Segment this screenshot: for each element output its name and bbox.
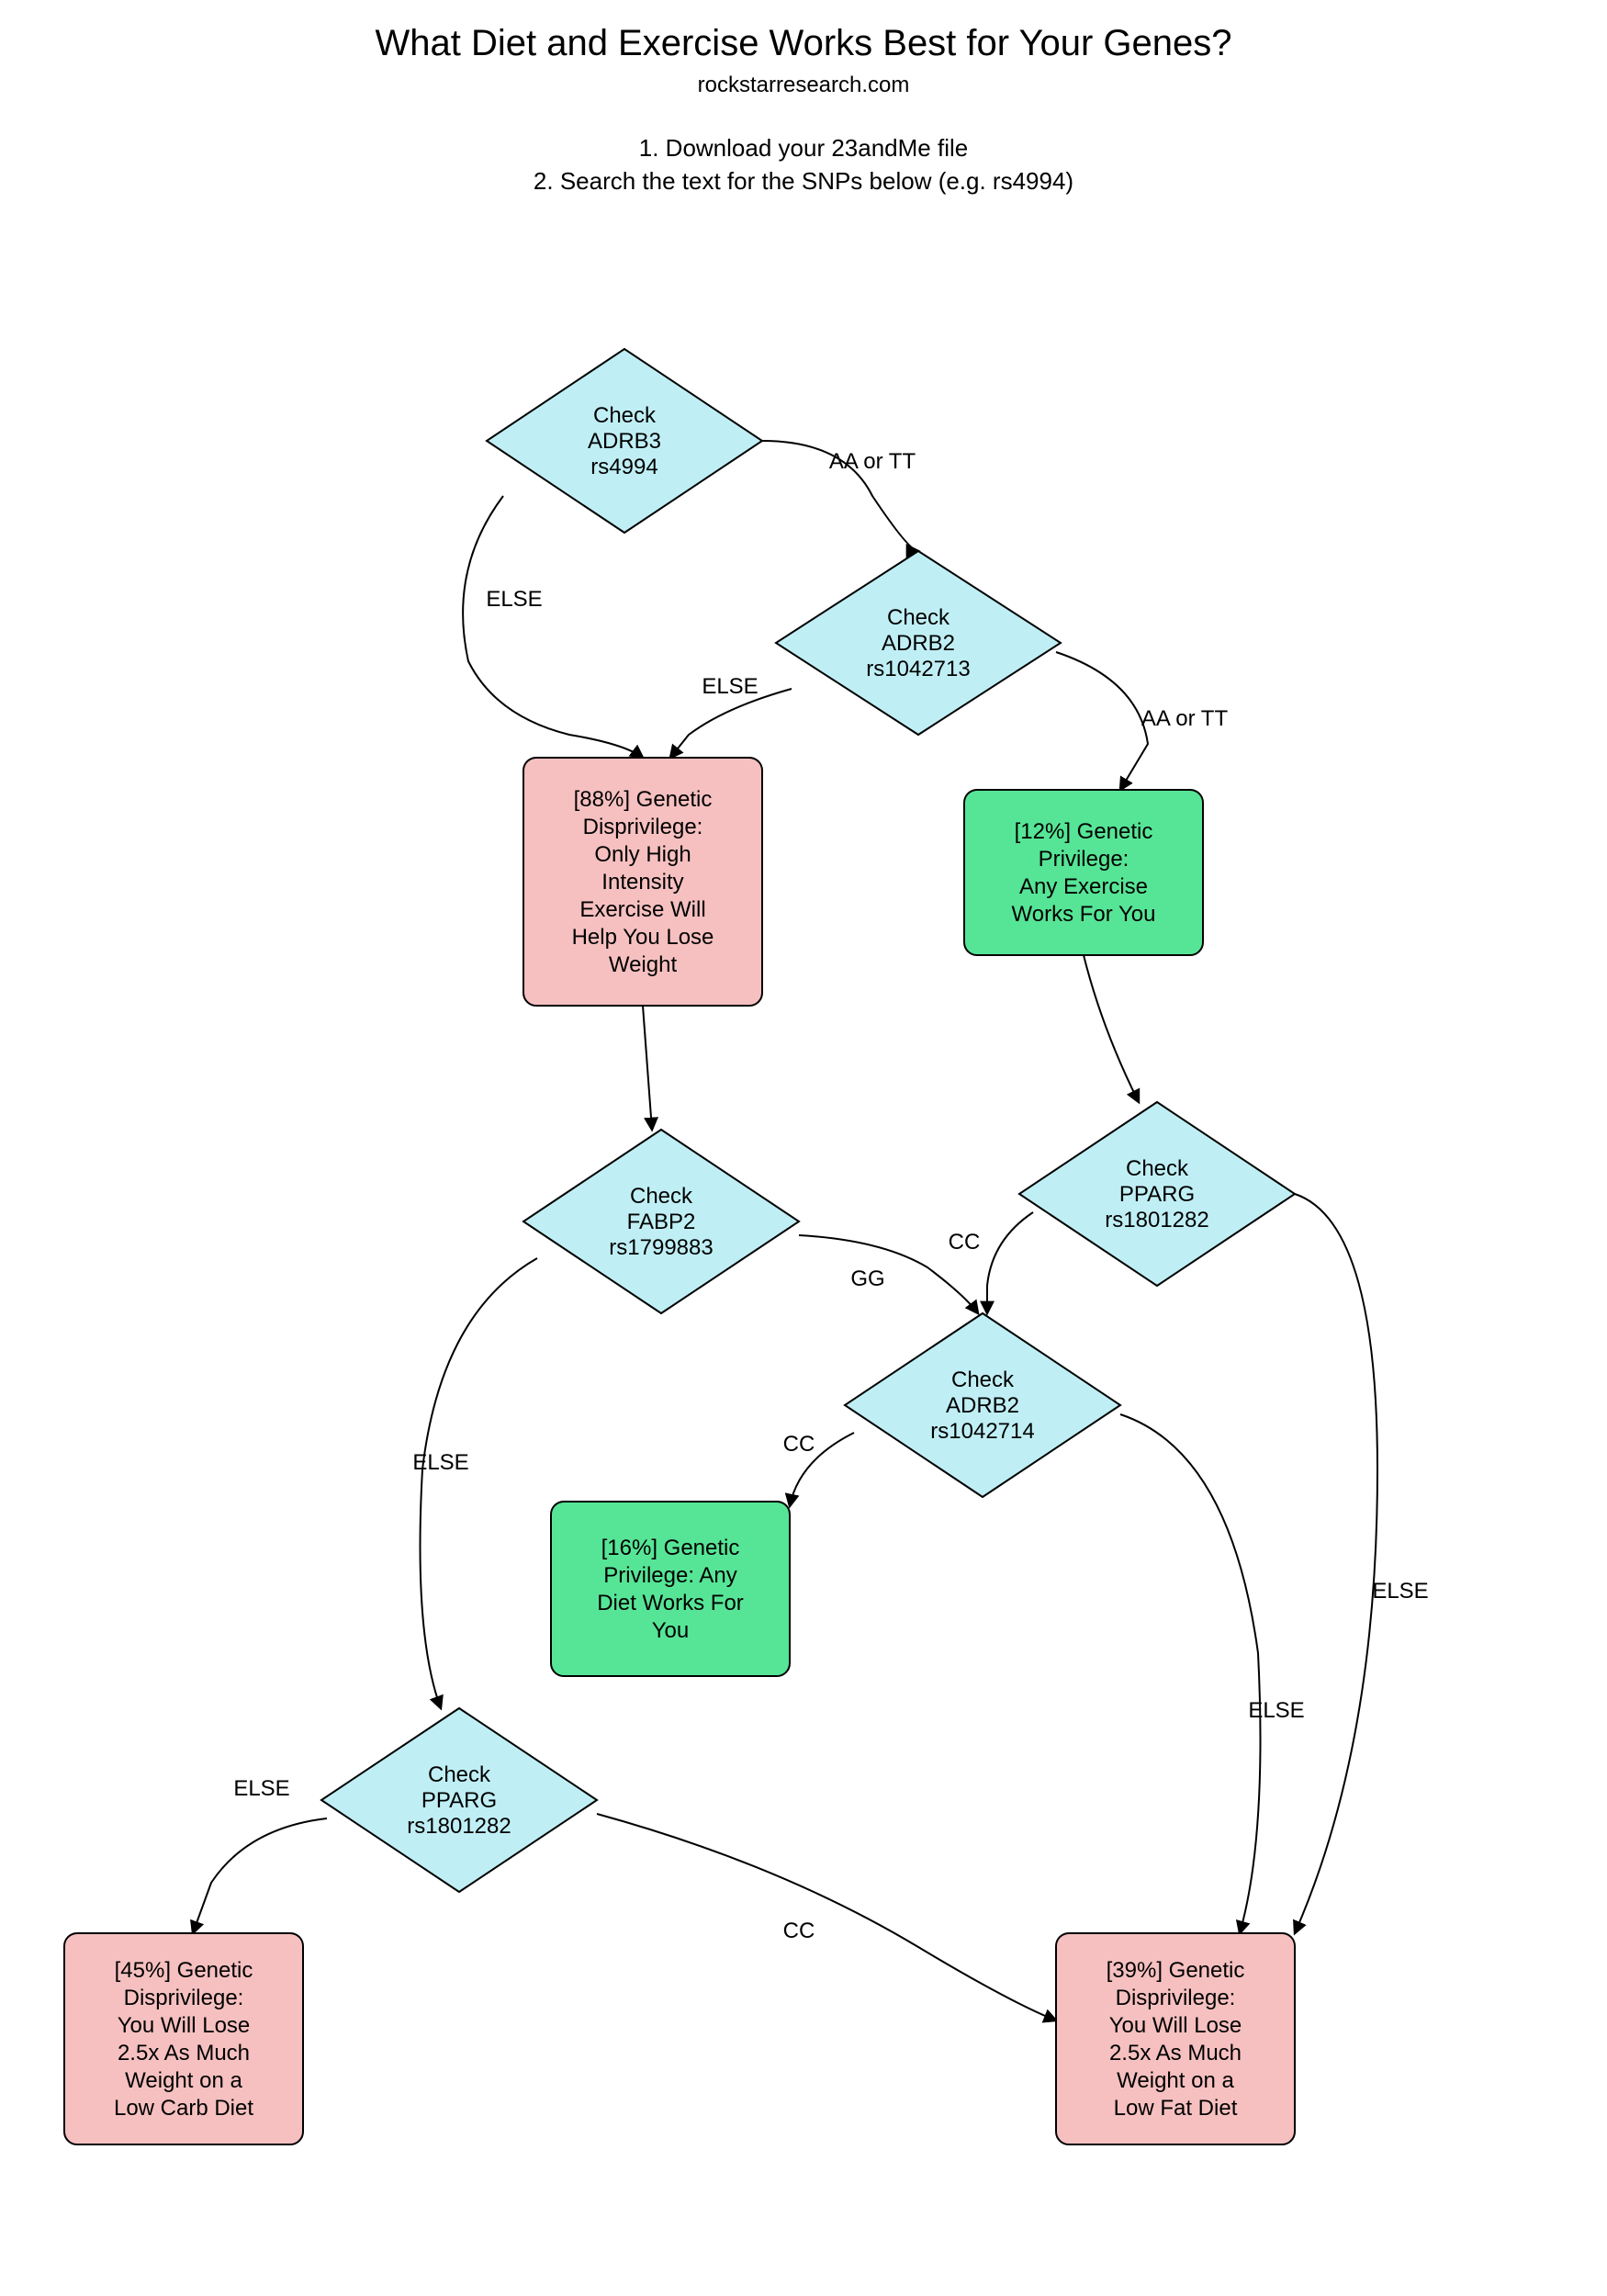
node-text-line: 2.5x As Much: [118, 2041, 250, 2065]
node-text-line: Exercise Will: [579, 897, 705, 922]
page-title: What Diet and Exercise Works Best for Yo…: [375, 23, 1231, 63]
edge-label: AA or TT: [829, 449, 916, 474]
node-text-line: Help You Lose: [572, 925, 714, 950]
subtitle: rockstarresearch.com: [698, 73, 910, 97]
edge-label: AA or TT: [1141, 706, 1229, 731]
node-text-line: Privilege: Any: [603, 1563, 736, 1588]
node-text-line: rs1042713: [866, 657, 970, 681]
edge-label: ELSE: [1372, 1579, 1428, 1604]
node-text-line: ADRB3: [588, 429, 661, 454]
node-text-line: Check: [428, 1762, 491, 1787]
node-text-line: Disprivilege:: [583, 815, 703, 839]
edge-label: CC: [949, 1230, 981, 1255]
node-text-line: Weight on a: [125, 2068, 242, 2093]
edge-label: ELSE: [486, 587, 542, 612]
edge: [463, 496, 643, 758]
edge: [1120, 1414, 1261, 1933]
edge: [987, 1212, 1033, 1313]
edge: [1084, 955, 1139, 1102]
node-text-line: Weight: [609, 952, 678, 977]
node-text-line: Check: [1126, 1156, 1189, 1181]
edge-label: CC: [783, 1432, 815, 1457]
node-text-line: Any Exercise: [1019, 874, 1148, 899]
node-text-line: Low Carb Diet: [114, 2096, 253, 2121]
node-text-line: Disprivilege:: [1116, 1986, 1236, 2010]
instruction-line: 2. Search the text for the SNPs below (e…: [534, 167, 1073, 195]
node-text-line: 2.5x As Much: [1109, 2041, 1242, 2065]
node-text-line: Only High: [594, 842, 691, 867]
node-text-line: Weight on a: [1117, 2068, 1234, 2093]
node-text-line: PPARG: [1119, 1182, 1195, 1207]
edge-label: ELSE: [412, 1450, 468, 1475]
edge-label: GG: [850, 1266, 884, 1291]
node-text-line: FABP2: [627, 1210, 696, 1234]
outcome-b_anydiet: [551, 1502, 790, 1676]
node-text-line: Check: [887, 605, 950, 630]
node-text-line: Works For You: [1012, 902, 1156, 927]
node-text-line: Check: [593, 403, 657, 428]
node-text-line: ADRB2: [882, 631, 955, 656]
edge-label: ELSE: [233, 1776, 289, 1801]
node-text-line: [16%] Genetic: [601, 1536, 740, 1560]
node-text-line: Low Fat Diet: [1114, 2096, 1238, 2121]
edge: [670, 689, 792, 758]
node-text-line: [39%] Genetic: [1107, 1958, 1245, 1983]
node-text-line: Intensity: [601, 870, 683, 895]
edge: [193, 1818, 327, 1933]
node-text-line: rs1801282: [1105, 1208, 1208, 1232]
node-text-line: [45%] Genetic: [115, 1958, 253, 1983]
edge-label: CC: [783, 1919, 815, 1943]
edge-label: ELSE: [1248, 1698, 1304, 1723]
node-text-line: You: [652, 1618, 690, 1643]
instruction-line: 1. Download your 23andMe file: [639, 134, 968, 162]
edge: [1056, 652, 1148, 790]
flowchart-canvas: What Diet and Exercise Works Best for Yo…: [0, 0, 1607, 2296]
outcome-b_anyex: [964, 790, 1203, 955]
node-text-line: PPARG: [421, 1788, 497, 1813]
edge: [643, 1006, 652, 1130]
node-text-line: rs1799883: [609, 1235, 713, 1260]
node-text-line: Privilege:: [1039, 847, 1129, 872]
edge: [597, 1814, 1056, 2020]
node-text-line: [88%] Genetic: [574, 787, 713, 812]
node-text-line: Disprivilege:: [124, 1986, 244, 2010]
node-text-line: Diet Works For: [597, 1591, 744, 1615]
node-text-line: rs4994: [590, 455, 657, 479]
edge-label: ELSE: [702, 674, 758, 699]
node-text-line: You Will Lose: [118, 2013, 251, 2038]
edge: [1295, 1194, 1377, 1933]
node-text-line: rs1042714: [930, 1419, 1034, 1444]
node-text-line: rs1801282: [407, 1814, 511, 1839]
node-text-line: ADRB2: [946, 1393, 1019, 1418]
node-text-line: [12%] Genetic: [1015, 819, 1153, 844]
edge: [421, 1258, 538, 1708]
node-text-line: You Will Lose: [1109, 2013, 1242, 2038]
node-text-line: Check: [630, 1184, 693, 1209]
node-text-line: Check: [951, 1367, 1015, 1392]
